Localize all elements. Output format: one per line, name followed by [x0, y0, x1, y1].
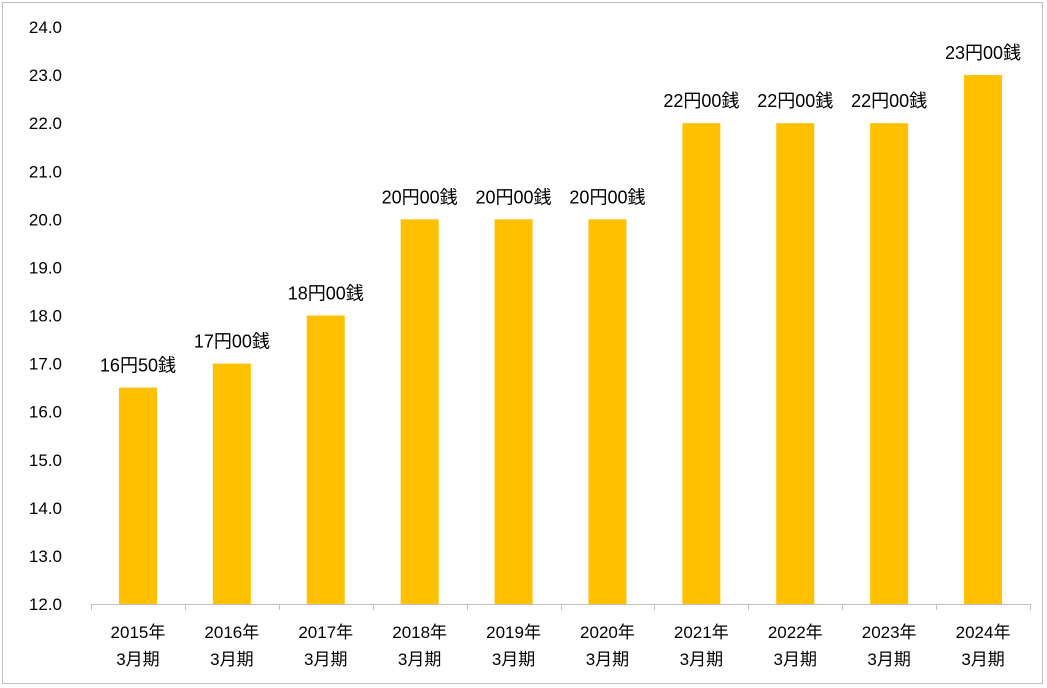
y-tick-label: 21.0 — [29, 162, 62, 181]
x-tick-label: 2020年 — [580, 623, 635, 642]
y-tick-label: 15.0 — [29, 451, 62, 470]
y-tick-label: 22.0 — [29, 114, 62, 133]
y-tick-label: 18.0 — [29, 307, 62, 326]
y-tick-label: 13.0 — [29, 547, 62, 566]
data-label: 23円00銭 — [945, 43, 1021, 63]
x-tick-label: 2023年 — [862, 623, 917, 642]
x-tick-label: 2024年 — [956, 623, 1011, 642]
data-label: 16円50銭 — [100, 356, 176, 376]
y-tick-label: 19.0 — [29, 258, 62, 277]
y-tick-label: 12.0 — [29, 595, 62, 614]
data-label: 17円00銭 — [194, 332, 270, 352]
x-tick-label: 2018年 — [392, 623, 447, 642]
data-label: 18円00銭 — [288, 284, 364, 304]
data-label: 20円00銭 — [569, 187, 645, 207]
data-label: 22円00銭 — [663, 91, 739, 111]
x-tick-label: 3月期 — [774, 650, 817, 669]
data-labels: 16円50銭 17円00銭 18円00銭 20円00銭 20円00銭 20円00銭 22円0… — [100, 43, 1021, 376]
bar — [400, 219, 439, 605]
x-tick-label: 2017年 — [298, 623, 353, 642]
x-tick-label: 2015年 — [111, 623, 166, 642]
x-tick-label: 3月期 — [492, 650, 535, 669]
data-label: 20円00銭 — [476, 187, 552, 207]
x-tick-label: 2022年 — [768, 623, 823, 642]
y-tick-label: 16.0 — [29, 403, 62, 422]
y-tick-label: 17.0 — [29, 355, 62, 374]
data-label: 22円00銭 — [851, 91, 927, 111]
x-axis: 2015年 3月期 2016年 3月期 2017年 3月期 2018年 3月期 2019年 3月期… — [91, 604, 1031, 669]
y-axis: 12.0 13.0 14.0 15.0 16.0 17.0 18.0 19.0 20.0 21.0… — [29, 18, 62, 614]
y-tick-label: 23.0 — [29, 66, 62, 85]
data-label: 22円00銭 — [757, 91, 833, 111]
bar — [776, 123, 815, 605]
x-tick-label: 3月期 — [867, 650, 910, 669]
bar — [306, 315, 345, 604]
x-tick-label: 3月期 — [398, 650, 441, 669]
y-tick-label: 20.0 — [29, 210, 62, 229]
x-tick-label: 3月期 — [680, 650, 723, 669]
y-tick-label: 14.0 — [29, 499, 62, 518]
bar — [682, 123, 721, 605]
bars — [118, 75, 1003, 605]
x-tick-label: 2016年 — [204, 623, 259, 642]
x-tick-label: 2021年 — [674, 623, 729, 642]
bar — [212, 363, 251, 604]
x-tick-label: 3月期 — [304, 650, 347, 669]
data-label: 20円00銭 — [382, 187, 458, 207]
x-tick-label: 3月期 — [961, 650, 1004, 669]
y-tick-label: 24.0 — [29, 18, 62, 37]
bar — [964, 75, 1003, 605]
x-tick-label: 3月期 — [116, 650, 159, 669]
x-tick-label: 2019年 — [486, 623, 541, 642]
x-tick-label: 3月期 — [586, 650, 629, 669]
x-tick-label: 3月期 — [210, 650, 253, 669]
bar — [870, 123, 909, 605]
bar — [588, 219, 627, 605]
bar — [494, 219, 533, 605]
bar — [118, 387, 157, 604]
